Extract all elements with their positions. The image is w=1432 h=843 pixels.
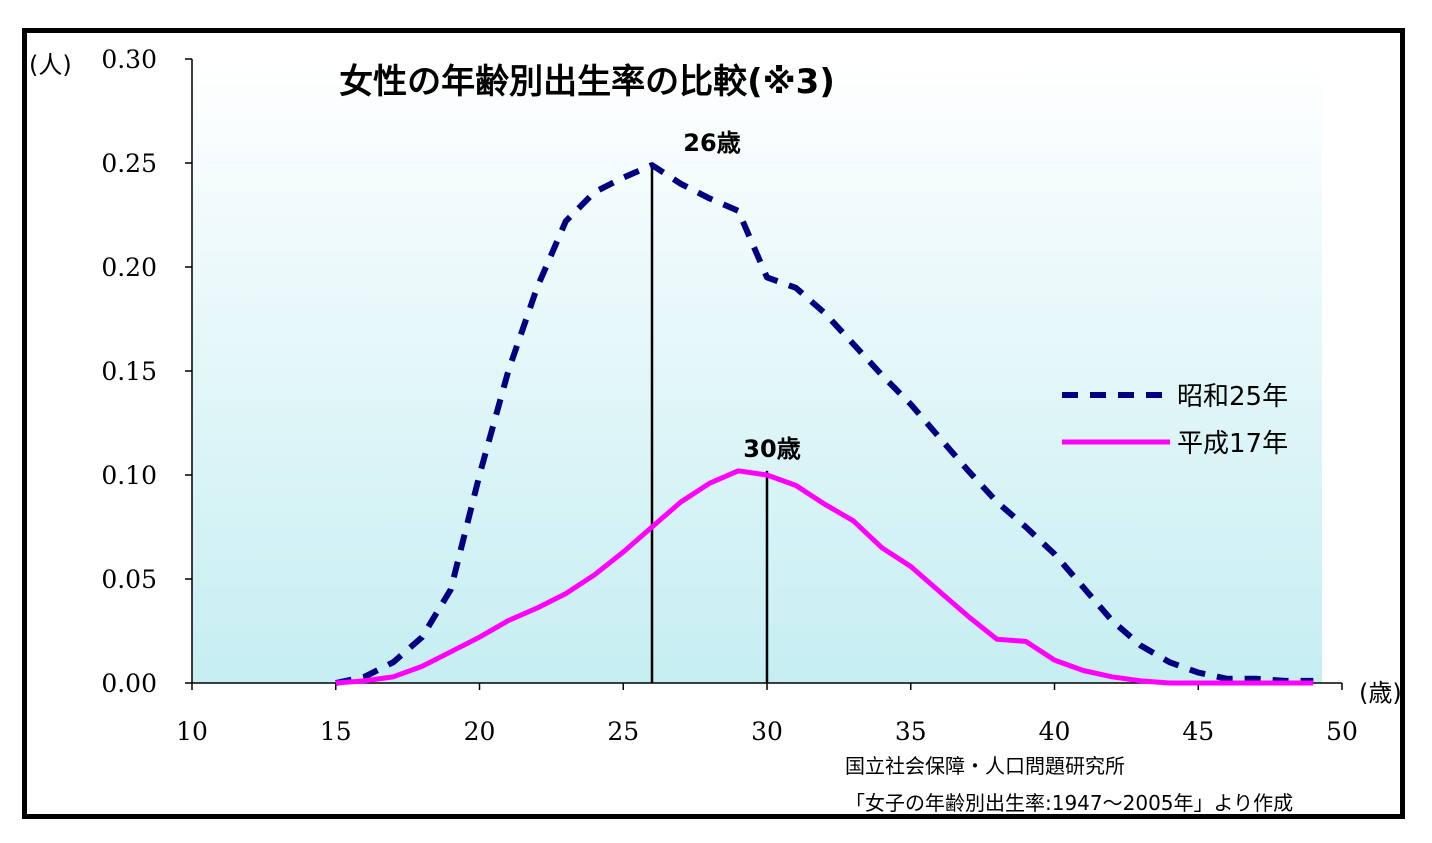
y-axis-unit: (人) — [29, 51, 72, 79]
legend-label-showa25: 昭和25年 — [1177, 382, 1288, 412]
y-tick-label: 0.10 — [101, 461, 157, 490]
y-tick-label: 0.15 — [101, 357, 157, 386]
x-tick-label: 10 — [176, 717, 208, 746]
x-tick-label: 15 — [320, 717, 352, 746]
annotation-label: 26歳 — [683, 129, 740, 157]
legend: 昭和25年 平成17年 — [1062, 382, 1288, 459]
source-line-1: 国立社会保障・人口問題研究所 — [845, 754, 1125, 778]
x-tick-label: 35 — [895, 717, 927, 746]
y-tick-label: 0.30 — [101, 45, 157, 74]
x-tick-label: 50 — [1326, 717, 1358, 746]
x-tick-label: 25 — [607, 717, 639, 746]
series-line-heisei17 — [335, 468, 1314, 686]
series-line-showa25 — [335, 162, 1314, 686]
x-tick-label: 40 — [1039, 717, 1071, 746]
series-lines — [335, 162, 1314, 686]
y-tick-label: 0.05 — [101, 565, 157, 594]
chart-frame: 0.00 0.05 0.10 0.15 0.20 0.25 0.30 10 15 20 25 30 3… — [22, 28, 1405, 819]
y-tick-labels: 0.00 0.05 0.10 0.15 0.20 0.25 0.30 — [101, 45, 157, 698]
annotation-label: 30歳 — [743, 435, 800, 463]
plot-area — [192, 59, 1322, 683]
y-tick-label: 0.25 — [101, 149, 157, 178]
y-tick-label: 0.00 — [101, 669, 157, 698]
x-tick-labels: 10 15 20 25 30 35 40 45 50 — [176, 717, 1358, 746]
annotation-lines — [650, 165, 769, 683]
x-tick-label: 20 — [464, 717, 496, 746]
source-line-2: 「女子の年齢別出生率:1947～2005年」より作成 — [845, 791, 1293, 814]
annotation-labels: 26歳 30歳 — [683, 129, 800, 463]
y-tick-label: 0.20 — [101, 253, 157, 282]
x-tick-label: 45 — [1182, 717, 1214, 746]
chart-title: 女性の年齢別出生率の比較(※3) — [339, 62, 835, 102]
chart-svg: 0.00 0.05 0.10 0.15 0.20 0.25 0.30 10 15 20 25 30 3… — [29, 45, 1400, 814]
x-axis-unit: (歳) — [1359, 679, 1400, 707]
legend-label-heisei17: 平成17年 — [1177, 429, 1288, 459]
x-tick-label: 30 — [751, 717, 783, 746]
